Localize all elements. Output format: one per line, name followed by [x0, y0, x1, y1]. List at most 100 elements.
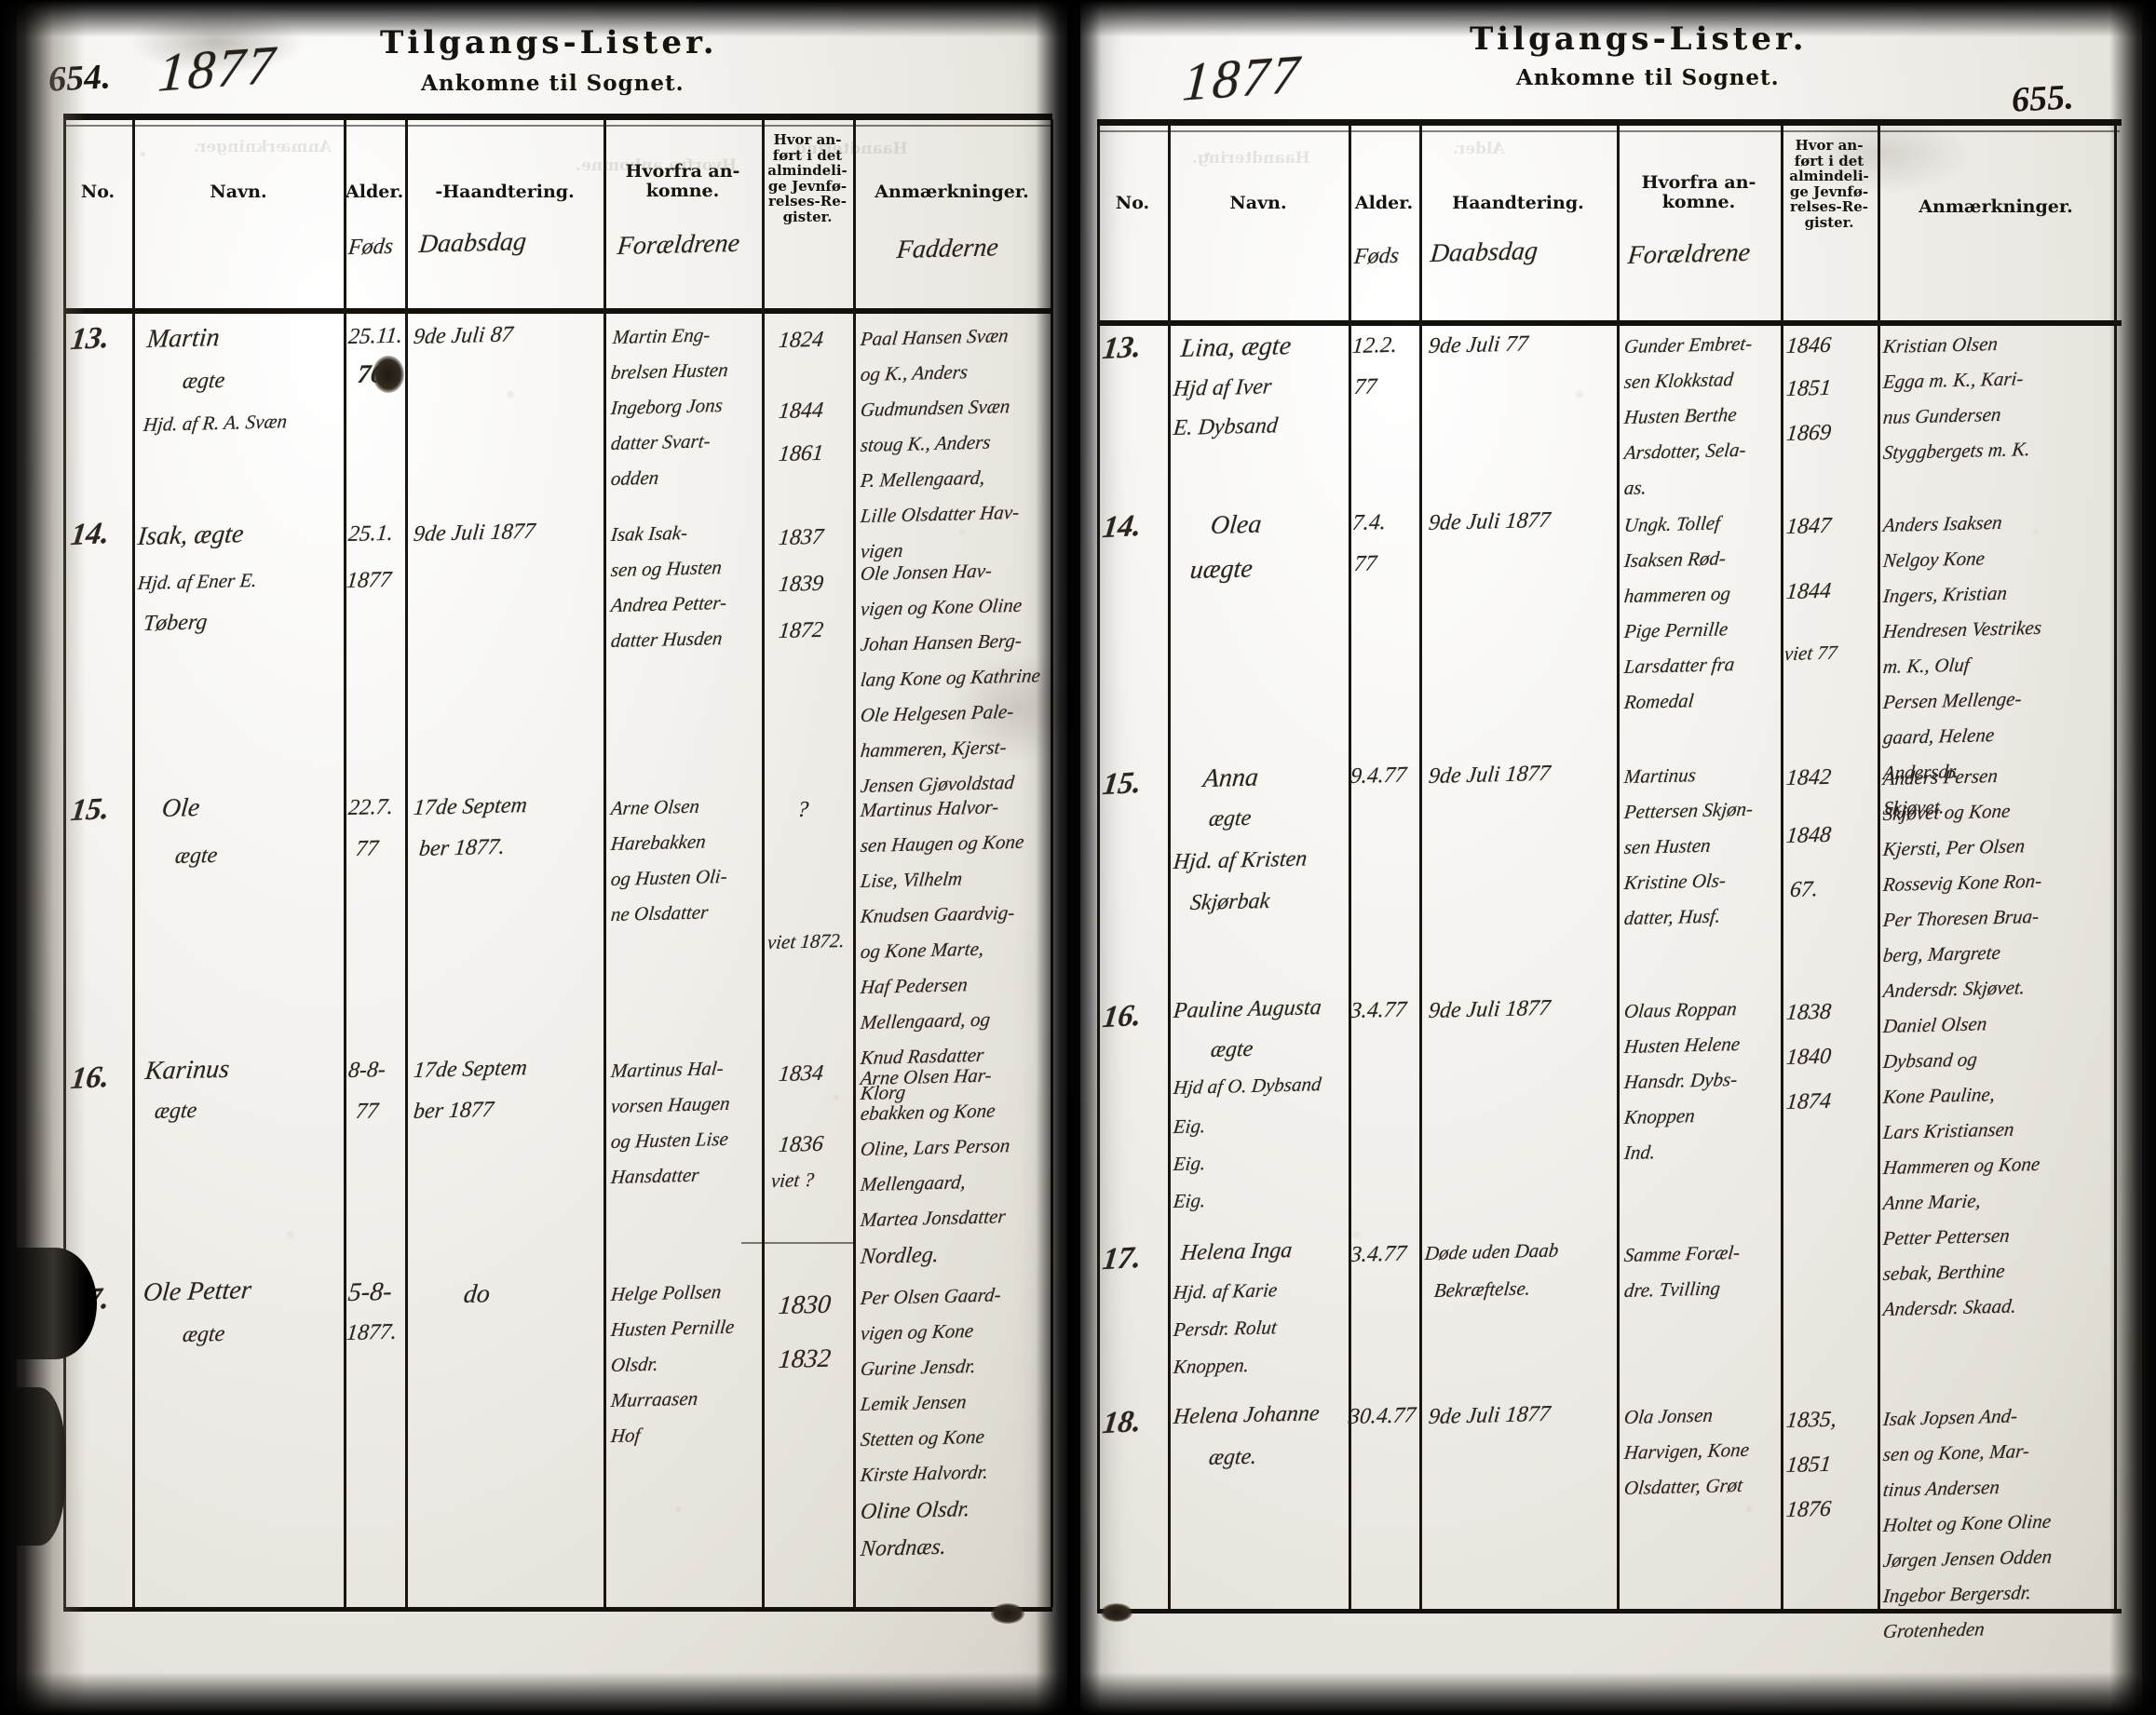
right-row-no: 17. [1100, 1240, 1144, 1277]
left-row-anmerkninger: Jensen Gjøvoldstad [859, 770, 1016, 798]
table-bottom-rule [63, 1607, 1052, 1612]
row-separator-partial [741, 1242, 853, 1244]
left-row-hvorfra: Arne Olsen [609, 794, 701, 820]
col-rule [853, 119, 856, 1607]
right-row-anmerkninger: Petter Pettersen [1881, 1223, 2012, 1250]
right-row-hvorfra: Isaksen Rød- [1622, 547, 1728, 573]
left-row-hvorfra: Helge Pollsen [609, 1280, 723, 1306]
left-row-hvorfra: vorsen Haugen [609, 1091, 731, 1118]
right-subhead-daabsdag: Daabsdag [1429, 236, 1539, 269]
left-row-anmerkninger: Ole Jonsen Hav- [859, 559, 994, 586]
left-row-haandtering: 17de Septem [412, 792, 529, 821]
left-row-hvoranfort: 1837 [777, 524, 825, 551]
left-row-anmerkninger: og K., Anders [859, 360, 970, 386]
right-row-hvorfra: Larsdatter fra [1622, 653, 1736, 679]
right-year-heading: 1877 [1180, 43, 1305, 113]
table-bottom-rule [1097, 1609, 2122, 1614]
right-row-navn: Olea [1209, 509, 1263, 541]
right-row-navn: uægte [1188, 554, 1254, 586]
right-row-navn: Anna [1201, 763, 1260, 794]
left-row-navn: Ole Petter [142, 1276, 253, 1308]
right-row-hvorfra: Pettersen Skjøn- [1622, 797, 1755, 824]
left-row-anmerkninger: stoug K., Anders [859, 430, 992, 457]
left-row-haandtering: 17de Septem [412, 1055, 529, 1084]
right-row-hvorfra: Olsdatter, Grøt [1622, 1473, 1744, 1500]
left-row-navn: Karinus [143, 1054, 231, 1087]
right-colhead-anmerkninger: Anmærkninger. [1919, 196, 2073, 217]
left-row-hvoranfort: viet 1872. [766, 928, 847, 954]
right-row-anmerkninger: Hammeren og Kone [1881, 1152, 2041, 1180]
left-colhead-haandtering: -Haandtering. [435, 182, 575, 202]
col-rule [405, 119, 408, 1607]
right-row-anmerkninger: Ingebor Bergersdr. [1881, 1581, 2033, 1608]
left-row-anmerkninger: Nordnæs. [859, 1534, 948, 1562]
left-row-anmerkninger: Kirste Halvordr. [859, 1460, 990, 1487]
right-row-anmerkninger: Daniel Olsen [1881, 1012, 1988, 1038]
left-row-hvorfra: datter Husden [609, 627, 724, 653]
left-row-anmerkninger: Knudsen Gaardvig- [859, 900, 1016, 928]
left-row-anmerkninger: Lise, Vilhelm [859, 867, 964, 893]
right-row-hvorfra: datter, Husf. [1622, 904, 1722, 930]
header-bottom-rule [1097, 320, 2122, 326]
table-top-rule [1097, 119, 2122, 126]
right-row-hvorfra: dre. Tvilling [1622, 1276, 1722, 1303]
right-row-navn: Hjd af O. Dybsand [1172, 1073, 1322, 1100]
left-row-anmerkninger: Lille Olsdatter Hav- [859, 500, 1021, 528]
left-subhead-foraeldrene: Forældrene [616, 228, 741, 262]
right-row-haandtering: 9de Juli 77 [1427, 331, 1529, 359]
right-page-number: 655. [2010, 77, 2075, 120]
right-row-navn: E. Dybsand [1172, 413, 1280, 441]
left-row-hvoranfort: 1830 [777, 1290, 833, 1321]
right-row-anmerkninger: Grotenheden [1881, 1617, 1987, 1643]
col-rule [1349, 125, 1351, 1609]
right-row-anmerkninger: sen og Kone, Mar- [1881, 1439, 2031, 1466]
col-rule [762, 119, 765, 1607]
right-row-hvoranfort: 1874 [1784, 1088, 1833, 1115]
left-row-hvorfra: og Husten Oli- [609, 864, 729, 891]
right-row-hvoranfort: 1844 [1784, 578, 1833, 605]
right-row-hvoranfort: viet 77 [1783, 641, 1838, 666]
left-colhead-hvorfra: Hvorfra an- komne. [625, 161, 740, 202]
col-rule [1419, 125, 1422, 1609]
right-row-anmerkninger: tinus Andersen [1881, 1475, 2001, 1502]
right-row-hvorfra: as. [1622, 476, 1648, 500]
right-row-hvoranfort: 1847 [1784, 513, 1833, 540]
left-row-alder: 1877. [345, 1319, 399, 1346]
left-row-hvorfra: brelsen Husten [609, 358, 729, 385]
right-row-hvoranfort: 1835, [1784, 1407, 1838, 1434]
left-row-anmerkninger: Gudmundsen Svæn [859, 395, 1011, 422]
left-row-anmerkninger: vigen [859, 538, 904, 563]
page-corner-notch [0, 1387, 65, 1546]
right-subhead-foraeldrene: Forældrene [1626, 237, 1752, 271]
right-row-hvorfra: Martinus [1622, 763, 1698, 789]
left-row-no: 15. [68, 791, 112, 829]
left-row-hvorfra: og Husten Lise [609, 1127, 730, 1154]
col-rule [1878, 125, 1880, 1609]
col-rule [1781, 125, 1783, 1609]
right-row-navn: Helena Johanne [1172, 1401, 1321, 1430]
left-row-haandtering: ber 1877 [412, 1097, 495, 1125]
right-colhead-haandtering: Haandtering. [1452, 193, 1584, 213]
left-row-hvoranfort: 1844 [777, 398, 825, 425]
right-row-anmerkninger: Hendresen Vestrikes [1881, 615, 2043, 643]
right-row-alder: 30.4.77 [1347, 1403, 1417, 1430]
left-row-haandtering: 9de Juli 87 [412, 322, 514, 350]
right-row-hvorfra: hammeren og [1622, 582, 1732, 608]
right-row-alder: 77 [1352, 374, 1378, 400]
table-top-rule-thin [1099, 130, 2120, 132]
right-row-anmerkninger: Anne Marie, [1881, 1189, 1983, 1215]
right-row-anmerkninger: Anders Persen [1881, 763, 2000, 790]
right-row-navn: Eig. [1172, 1114, 1207, 1139]
left-row-hvoranfort: viet ? [769, 1168, 816, 1193]
left-row-hvorfra: sen og Husten [609, 556, 724, 582]
col-rule [603, 119, 606, 1607]
left-row-hvorfra: Isak Isak- [609, 520, 689, 547]
left-row-anmerkninger: Stetten og Kone [859, 1425, 986, 1452]
left-row-no: 16. [68, 1060, 112, 1097]
left-row-hvoranfort: 1824 [777, 327, 825, 354]
left-row-anmerkninger: P. Mellengaard, [859, 466, 986, 493]
right-row-hvorfra: Romedal [1622, 689, 1695, 714]
left-row-navn: Hjd. af R. A. Svæn [142, 410, 289, 437]
right-row-anmerkninger: Anders Isaksen [1881, 510, 2003, 537]
right-row-anmerkninger: Skjøvet og Kone [1881, 799, 2012, 826]
